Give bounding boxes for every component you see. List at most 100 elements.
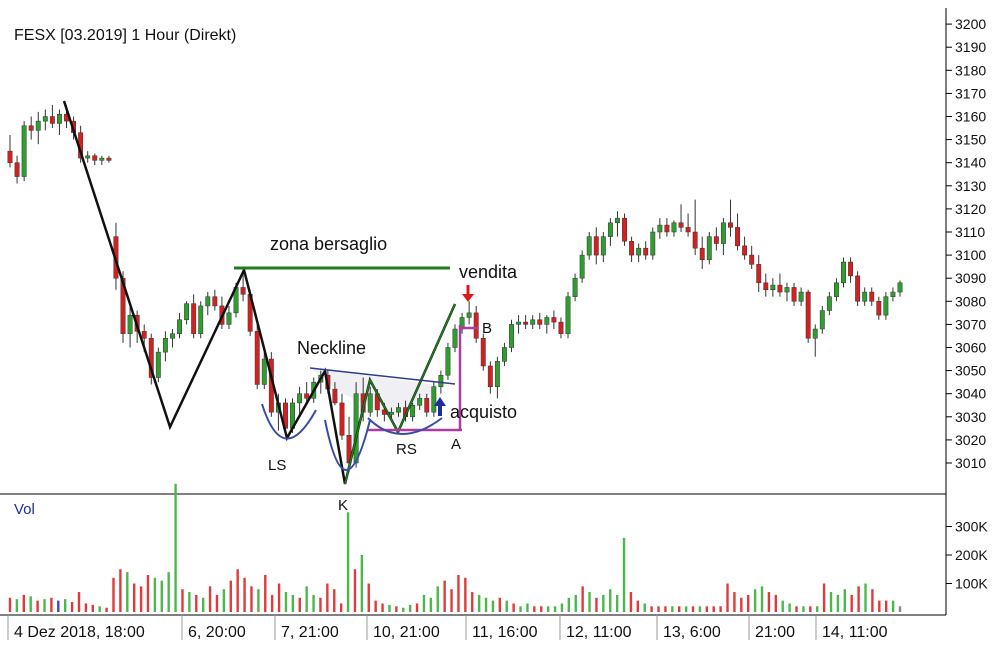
candle-body — [141, 331, 147, 339]
candle-body — [261, 358, 267, 385]
candle-body — [57, 113, 62, 124]
volume-bar — [519, 606, 522, 612]
volume-bar — [63, 599, 67, 612]
candle-body — [494, 361, 500, 388]
candle-body — [558, 321, 564, 334]
candle-body — [841, 261, 846, 284]
candle-body — [706, 236, 712, 260]
candle-body — [636, 247, 642, 256]
candle-body — [431, 386, 437, 413]
price-tick-label: 3120 — [955, 201, 986, 217]
price-tick-label: 3150 — [955, 132, 986, 148]
candle-body — [664, 224, 670, 233]
volume-bar — [346, 512, 350, 612]
price-axis-ticks: 3010 3020 3030 3040 3050 3060 3070 3080 3090 3100… — [946, 16, 986, 471]
volume-bar — [602, 594, 605, 612]
volume-bar — [898, 606, 902, 612]
volume-bar — [264, 574, 267, 612]
label-a: A — [451, 436, 461, 453]
volume-bar — [829, 592, 833, 612]
volume-bar — [512, 603, 515, 612]
candle-body — [657, 224, 663, 233]
candle-body — [304, 393, 310, 399]
volume-bar — [29, 596, 32, 612]
volume-bar — [139, 586, 143, 612]
volume-bar — [408, 604, 412, 612]
volume-bar — [816, 606, 819, 612]
volume-bar — [615, 594, 619, 612]
volume-bar — [464, 577, 467, 612]
candle-body — [473, 312, 479, 339]
candle-body — [742, 245, 748, 256]
candle-body — [749, 254, 755, 265]
candle-body — [629, 240, 635, 256]
candle-body — [607, 222, 613, 237]
candle-body — [170, 333, 175, 339]
volume-bar — [195, 594, 198, 612]
volume-bar — [809, 606, 812, 612]
volume-bar — [885, 600, 888, 612]
candle-body — [99, 157, 105, 161]
volume-bar — [160, 580, 163, 612]
candle-body — [396, 407, 401, 413]
candle-body — [21, 125, 27, 177]
volume-bar — [257, 589, 260, 612]
volume-bar — [477, 594, 481, 612]
volume-bar — [753, 589, 757, 612]
volume-title: Vol — [14, 501, 35, 518]
volume-bar — [229, 580, 232, 612]
candle-body — [819, 310, 825, 330]
candle-body — [890, 291, 896, 297]
volume-bar — [657, 606, 660, 612]
volume-bar — [429, 597, 433, 612]
volume-bar — [126, 572, 129, 612]
candle-body — [728, 222, 733, 228]
sell-arrow-icon — [462, 285, 474, 302]
volume-bar — [153, 577, 157, 612]
volume-bar — [484, 597, 488, 612]
volume-bar — [553, 606, 557, 612]
candle-body — [551, 317, 557, 323]
volume-bar — [671, 606, 674, 612]
candle-body — [685, 227, 691, 233]
volume-bar — [305, 586, 308, 612]
label-acquisto: acquisto — [450, 402, 517, 422]
volume-bar — [312, 594, 315, 612]
volume-bar — [36, 600, 39, 612]
candle-body — [155, 351, 161, 378]
candle-body — [671, 222, 677, 233]
volume-bar — [774, 594, 778, 612]
volume-bar — [277, 583, 281, 612]
price-tick-label: 3170 — [955, 85, 986, 101]
volume-bar — [77, 592, 81, 612]
volume-bar — [871, 589, 874, 612]
candle-body — [480, 338, 486, 367]
volume-bar — [84, 603, 88, 612]
candle-body — [487, 365, 493, 388]
volume-bar — [643, 603, 646, 612]
candle-body — [191, 303, 197, 334]
volume-bar — [733, 592, 736, 612]
candle-body — [848, 261, 853, 277]
label-b: B — [482, 320, 492, 337]
time-tick-label: 21:00 — [755, 624, 795, 641]
time-tick-label: 12, 11:00 — [566, 624, 632, 641]
label-vendita: vendita — [459, 262, 518, 282]
volume-bar — [691, 606, 695, 612]
volume-bar — [284, 592, 288, 612]
volume-axis-ticks: 100K 200K 300K — [946, 519, 988, 592]
volume-bar — [208, 586, 212, 612]
candle-body — [445, 347, 451, 376]
volume-bar — [726, 583, 729, 612]
candle-body — [622, 217, 627, 242]
label-rs: RS — [396, 441, 417, 458]
price-tick-label: 3200 — [955, 16, 986, 32]
candle-body — [148, 338, 154, 378]
price-tick-label: 3070 — [955, 316, 986, 332]
volume-bar — [360, 555, 364, 612]
candle-body — [14, 162, 20, 177]
volume-bar — [595, 597, 598, 612]
volume-bar — [326, 583, 329, 612]
right-shoulder-curve — [367, 417, 443, 435]
volume-bar — [505, 600, 508, 612]
